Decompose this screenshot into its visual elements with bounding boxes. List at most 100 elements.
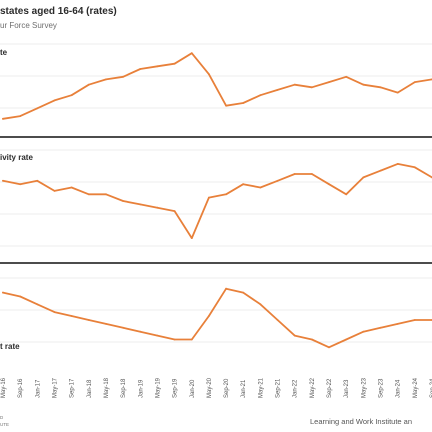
data-point	[242, 102, 245, 104]
logo-text-line2: UTE	[0, 422, 9, 427]
data-point	[276, 89, 279, 91]
x-tick-label: Sep-20	[224, 378, 230, 398]
data-point	[53, 190, 56, 192]
x-tick-label: Jan-24	[396, 379, 402, 398]
data-point	[242, 183, 245, 186]
data-point	[208, 73, 210, 76]
x-tick-label: Sep-21	[276, 378, 282, 398]
data-point	[328, 183, 330, 186]
data-point	[293, 173, 296, 175]
data-point	[190, 52, 193, 55]
data-point	[311, 338, 313, 341]
logo-text-line1: D	[0, 415, 4, 420]
data-point	[328, 81, 330, 83]
data-point	[293, 334, 296, 337]
data-point	[242, 291, 245, 294]
x-tick-label: May-16	[1, 377, 7, 398]
data-point	[156, 206, 159, 209]
data-point	[19, 183, 22, 186]
data-point	[225, 104, 228, 107]
panel-2: ivity rate	[0, 149, 432, 264]
data-point	[156, 65, 159, 68]
data-point	[345, 338, 348, 341]
x-tick-label: Sep-24	[430, 378, 432, 398]
data-point	[311, 86, 313, 89]
data-point	[139, 203, 142, 206]
data-point	[345, 193, 348, 196]
data-point	[2, 179, 4, 182]
data-point	[19, 295, 22, 298]
panel-label: ivity rate	[0, 153, 33, 162]
x-tick-label: Jan-20	[190, 379, 196, 398]
data-point	[2, 291, 4, 294]
data-point	[413, 166, 416, 169]
x-tick-label: Sep-17	[70, 378, 76, 398]
panel-1: te	[0, 43, 432, 138]
data-point	[379, 169, 382, 172]
series-line	[2, 287, 432, 349]
x-tick-label: May-22	[310, 377, 316, 398]
x-tick-label: May-21	[258, 377, 264, 398]
panel-label: te	[0, 48, 8, 57]
x-tick-label: Jan-19	[138, 379, 144, 398]
data-point	[379, 86, 382, 89]
data-point	[70, 94, 73, 97]
data-point	[276, 319, 279, 321]
data-point	[190, 338, 193, 341]
data-point	[70, 186, 73, 189]
data-point	[156, 334, 159, 337]
data-point	[122, 200, 124, 202]
data-point	[396, 91, 399, 94]
x-tick-label: Jan-22	[293, 379, 299, 398]
data-point	[87, 193, 90, 196]
data-point	[276, 179, 279, 182]
x-tick-label: Jan-21	[241, 379, 247, 398]
data-point	[105, 193, 107, 196]
data-point	[413, 319, 416, 321]
data-point	[362, 176, 365, 179]
data-point	[139, 68, 142, 70]
panel-3: t rate	[0, 277, 432, 351]
data-point	[122, 326, 124, 329]
chart-subtitle: ur Force Survey	[0, 21, 57, 30]
data-point	[53, 311, 56, 313]
data-point	[87, 83, 90, 86]
data-point	[293, 83, 296, 86]
data-point	[345, 75, 348, 78]
panel-label: t rate	[0, 342, 20, 351]
series-line	[2, 52, 432, 120]
x-tick-label: Sep-16	[18, 378, 24, 398]
data-point	[225, 193, 228, 196]
data-point	[87, 319, 90, 321]
data-point	[190, 237, 193, 240]
data-point	[53, 99, 56, 102]
data-point	[36, 179, 39, 182]
x-tick-label: Sep-23	[379, 378, 385, 398]
data-point	[259, 303, 262, 306]
data-point	[208, 315, 210, 317]
x-tick-label: Sep-18	[121, 378, 127, 398]
data-point	[259, 94, 262, 97]
data-point	[379, 326, 382, 329]
x-axis: May-16 Sep-16 Jan-17 May-17 Sep-17 Jan-18 May-…	[1, 377, 432, 398]
x-tick-label: May-17	[53, 377, 59, 398]
data-point	[311, 173, 313, 175]
x-tick-label: Sep-22	[327, 378, 333, 398]
data-point	[105, 323, 107, 325]
data-point	[36, 107, 39, 110]
data-point	[259, 186, 262, 189]
data-point	[362, 83, 365, 86]
source-note: Learning and Work Institute an	[310, 417, 412, 426]
data-point	[328, 346, 330, 349]
x-tick-label: Jan-18	[87, 379, 93, 398]
data-point	[173, 338, 176, 341]
x-tick-label: May-23	[361, 377, 367, 398]
data-point	[122, 75, 124, 78]
x-tick-label: May-20	[207, 377, 213, 398]
data-point	[70, 315, 73, 317]
x-tick-label: Jan-17	[35, 379, 41, 398]
x-tick-label: May-24	[413, 377, 419, 398]
data-point	[362, 330, 365, 333]
panels-group: te ivity rate t rate	[0, 43, 432, 351]
data-point	[2, 117, 4, 120]
